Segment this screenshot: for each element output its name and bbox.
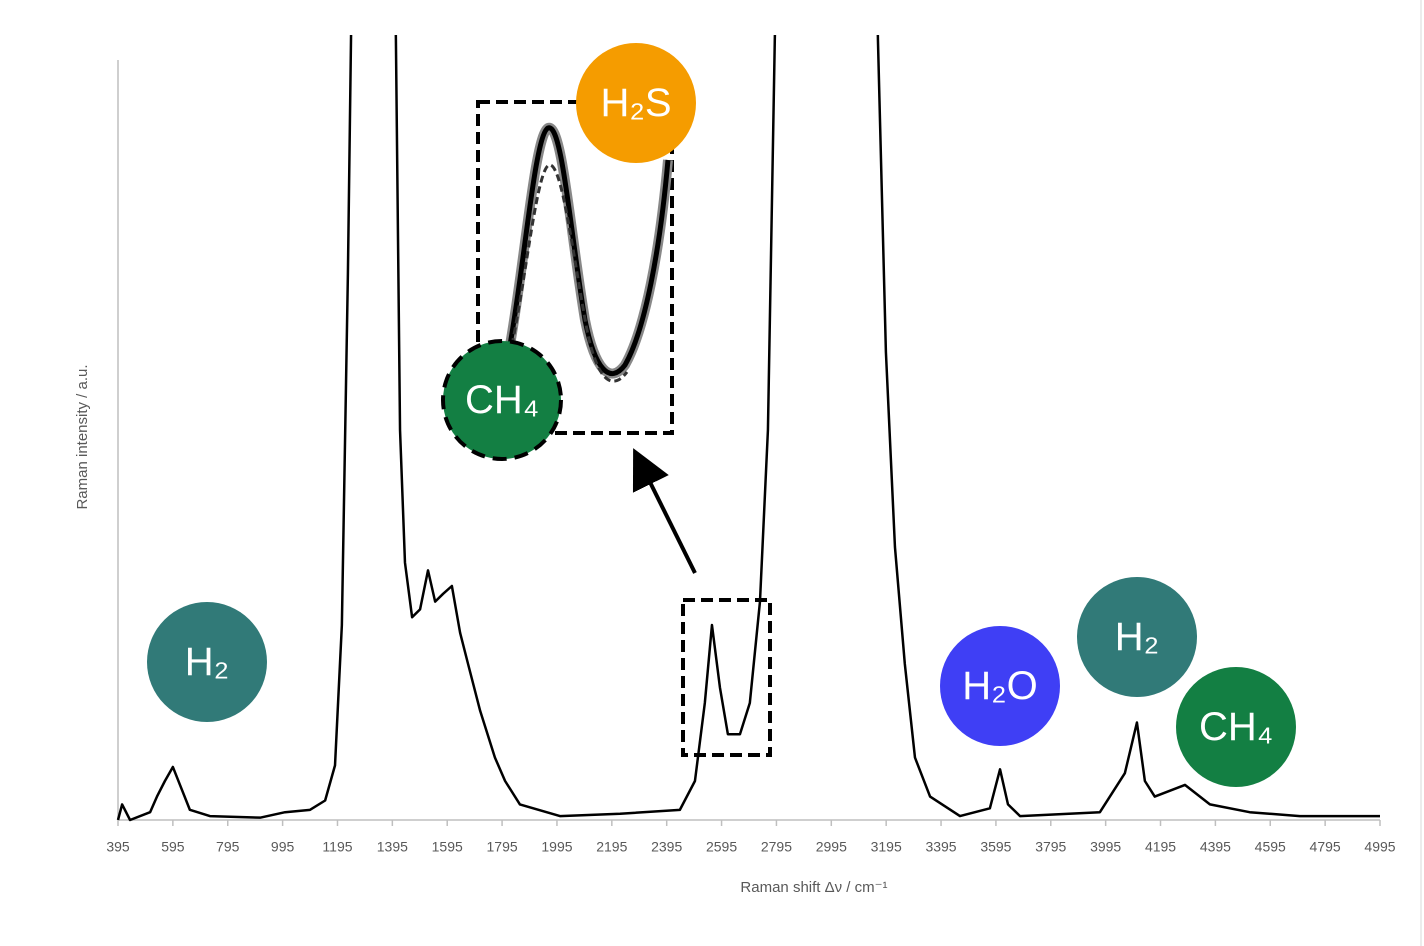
x-tick-label: 1395 [377, 839, 408, 855]
spectrum-line [116, 35, 1380, 822]
x-tick-label: 2795 [761, 839, 792, 855]
x-tick-label: 2995 [816, 839, 847, 855]
annotation-label: CH₄ [465, 378, 539, 422]
x-tick-label: 4395 [1200, 839, 1231, 855]
x-tick-label: 1795 [487, 839, 518, 855]
x-tick-label: 4795 [1310, 839, 1341, 855]
x-tick-label: 4595 [1255, 839, 1286, 855]
x-tick-label: 3395 [925, 839, 956, 855]
annotation-circle [1176, 667, 1296, 787]
annotation-label: H₂S [600, 81, 671, 125]
x-tick-label: 2395 [651, 839, 682, 855]
annotation-label: H₂ [185, 640, 229, 684]
x-tick-label: 3795 [1035, 839, 1066, 855]
x-tick-label: 395 [106, 839, 130, 855]
annotation-label: H₂O [962, 664, 1038, 708]
x-tick-label: 1595 [432, 839, 463, 855]
x-tick-label: 595 [161, 839, 185, 855]
zoom-box [681, 598, 772, 757]
x-tick-label: 4195 [1145, 839, 1176, 855]
annotation-circle [441, 339, 563, 461]
annotations: H₂ H₂S CH₄ H₂O H₂ CH₄ [147, 43, 1296, 787]
x-tick-label: 795 [216, 839, 240, 855]
x-axis-label: Raman shift Δν / cm⁻¹ [740, 879, 887, 896]
y-axis-label: Raman intensity / a.u. [74, 364, 91, 509]
x-tick-label: 995 [271, 839, 295, 855]
annotation-circle [147, 602, 267, 722]
annotation-label: CH₄ [1199, 705, 1273, 749]
x-tick-label: 1195 [322, 839, 352, 855]
inset-curve-dashed [510, 163, 629, 383]
annotation-circle [940, 626, 1060, 746]
zoom-arrow [632, 448, 697, 574]
x-tick-label: 3595 [980, 839, 1011, 855]
annotation-circle [576, 43, 696, 163]
annotation-label: H₂ [1115, 615, 1159, 659]
x-tick-label: 2595 [706, 839, 737, 855]
x-tick-label: 2195 [596, 839, 627, 855]
x-tick-label: 3995 [1090, 839, 1121, 855]
x-tick-label: 3195 [871, 839, 902, 855]
x-tick-label: 1995 [541, 839, 572, 855]
x-tick-label: 4995 [1364, 839, 1395, 855]
annotation-circle [1077, 577, 1197, 697]
plot-area [116, 35, 1380, 822]
